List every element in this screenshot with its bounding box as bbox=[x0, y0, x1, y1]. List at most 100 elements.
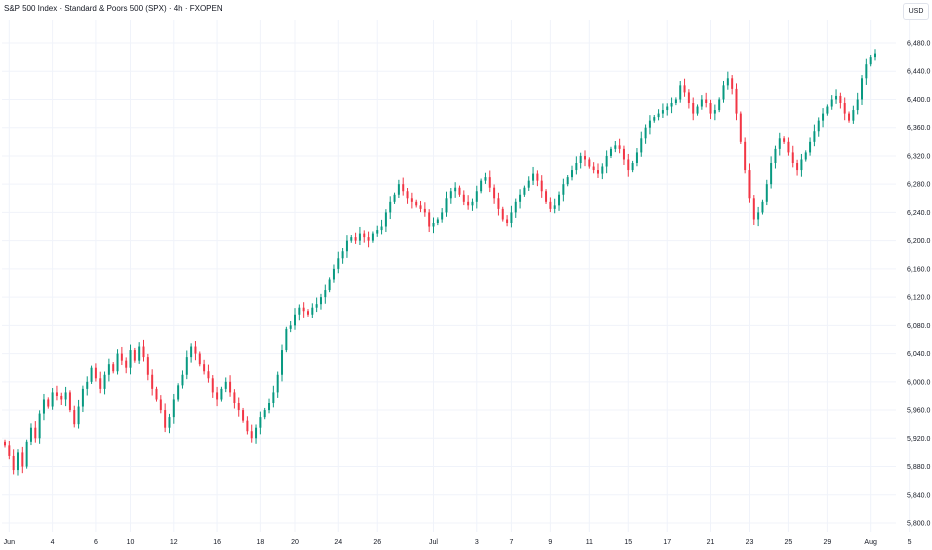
candle-up bbox=[341, 251, 344, 259]
candle-down bbox=[4, 441, 6, 446]
candle-down bbox=[549, 201, 552, 209]
candle-up bbox=[436, 219, 439, 223]
candle-down bbox=[402, 184, 405, 192]
candle-down bbox=[744, 141, 747, 171]
candle-down bbox=[55, 392, 58, 396]
candle-down bbox=[735, 88, 738, 114]
candle-up bbox=[558, 194, 561, 206]
candle-down bbox=[848, 113, 851, 121]
candle-up bbox=[562, 184, 565, 195]
candle-up bbox=[757, 212, 760, 220]
candle-up bbox=[315, 304, 318, 308]
price-axis[interactable]: 5,800.0 5,840.0 5,880.0 5,920.0 5,960.0 6,000… bbox=[907, 41, 930, 528]
y-tick-label: 6,400.0 bbox=[907, 97, 930, 104]
candle-down bbox=[488, 177, 491, 188]
candle-down bbox=[94, 367, 97, 379]
candle-up bbox=[809, 141, 812, 153]
x-tick-label: 4 bbox=[51, 539, 55, 546]
candle-down bbox=[233, 392, 236, 403]
candle-up bbox=[514, 201, 517, 213]
candle-down bbox=[783, 138, 786, 142]
candle-down bbox=[211, 378, 214, 393]
y-tick-label: 6,040.0 bbox=[907, 351, 930, 358]
candle-up bbox=[77, 406, 80, 425]
x-tick-label: 9 bbox=[548, 539, 552, 546]
candle-up bbox=[601, 166, 604, 174]
candle-up bbox=[571, 170, 574, 178]
candle-down bbox=[423, 208, 426, 213]
x-tick-label: 16 bbox=[213, 539, 221, 546]
candle-up bbox=[42, 399, 45, 414]
y-tick-label: 5,800.0 bbox=[907, 521, 930, 528]
candle-down bbox=[493, 187, 496, 199]
candle-down bbox=[540, 180, 543, 192]
candle-down bbox=[34, 427, 37, 439]
candle-up bbox=[25, 441, 28, 467]
candle-down bbox=[194, 346, 197, 354]
y-tick-label: 6,160.0 bbox=[907, 266, 930, 273]
candle-up bbox=[817, 120, 820, 132]
candle-up bbox=[519, 194, 522, 202]
time-axis[interactable]: Jun 4 6 10 12 16 18 20 24 26 Jul 3 7 9 11 15 17 21 23 25 29 A… bbox=[4, 539, 932, 546]
y-tick-label: 6,000.0 bbox=[907, 379, 930, 386]
x-tick-label: 29 bbox=[823, 539, 831, 546]
candle-up bbox=[852, 110, 855, 121]
candle-down bbox=[125, 360, 128, 368]
candle-down bbox=[21, 452, 24, 467]
candles bbox=[4, 49, 876, 476]
currency-button[interactable]: USD bbox=[903, 3, 929, 20]
candle-down bbox=[155, 388, 158, 400]
candle-down bbox=[839, 95, 842, 103]
candle-up bbox=[553, 205, 556, 209]
candle-up bbox=[527, 180, 530, 188]
candle-up bbox=[224, 381, 227, 389]
candle-up bbox=[579, 155, 582, 163]
y-tick-label: 6,120.0 bbox=[907, 295, 930, 302]
candle-up bbox=[294, 314, 296, 326]
candle-up bbox=[177, 385, 180, 400]
candle-down bbox=[302, 307, 305, 312]
candle-down bbox=[497, 198, 500, 209]
candle-down bbox=[709, 103, 712, 114]
candle-up bbox=[371, 233, 374, 241]
candle-up bbox=[181, 374, 184, 386]
candle-up bbox=[640, 138, 643, 153]
candle-down bbox=[146, 357, 149, 375]
candle-up bbox=[726, 78, 729, 86]
y-tick-label: 6,320.0 bbox=[907, 153, 930, 160]
x-tick-label: 21 bbox=[707, 539, 715, 546]
candle-down bbox=[406, 191, 409, 199]
candle-up bbox=[635, 152, 638, 163]
candle-down bbox=[796, 163, 799, 171]
candle-up bbox=[328, 279, 331, 291]
y-tick-label: 5,920.0 bbox=[907, 436, 930, 443]
candle-up bbox=[276, 374, 279, 393]
candle-up bbox=[129, 350, 132, 368]
candle-down bbox=[843, 103, 846, 114]
candle-down bbox=[692, 103, 695, 114]
candle-down bbox=[12, 455, 15, 471]
candle-up bbox=[332, 268, 335, 280]
candle-down bbox=[731, 78, 734, 89]
candle-down bbox=[246, 420, 249, 432]
candle-up bbox=[471, 201, 474, 206]
candle-down bbox=[787, 141, 790, 153]
candle-down bbox=[112, 364, 115, 372]
x-tick-label: 26 bbox=[373, 539, 381, 546]
candle-up bbox=[397, 184, 400, 195]
candle-down bbox=[216, 392, 219, 400]
candle-up bbox=[281, 350, 284, 375]
candle-down bbox=[367, 237, 370, 241]
y-tick-label: 6,080.0 bbox=[907, 323, 930, 330]
candle-up bbox=[29, 427, 32, 442]
candle-up bbox=[185, 357, 188, 375]
candle-up bbox=[566, 177, 569, 185]
candle-down bbox=[419, 205, 422, 209]
candle-up bbox=[631, 163, 634, 171]
candle-up bbox=[289, 325, 292, 329]
candle-down bbox=[73, 410, 76, 425]
candle-up bbox=[190, 346, 193, 358]
candle-down bbox=[588, 159, 591, 167]
candle-down bbox=[428, 212, 431, 227]
